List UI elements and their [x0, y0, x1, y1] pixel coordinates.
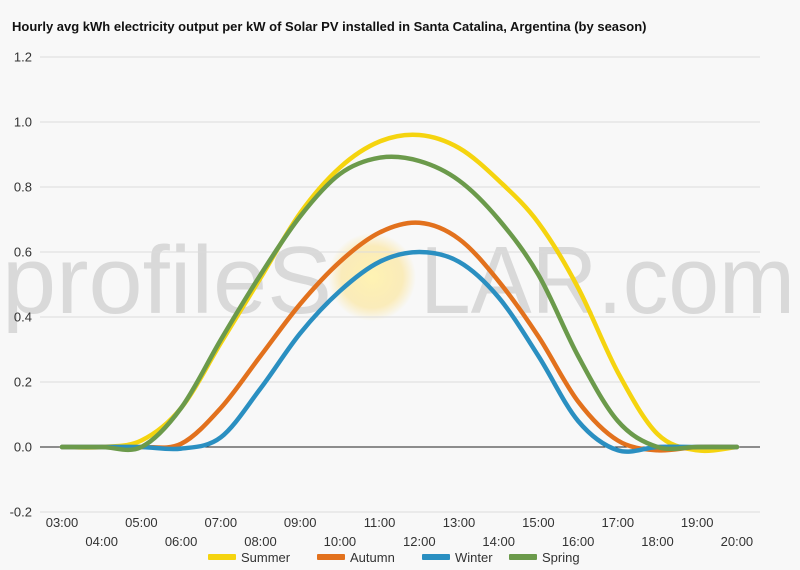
legend-label: Summer [241, 550, 291, 565]
x-tick-label: 12:00 [403, 534, 436, 549]
chart-title: Hourly avg kWh electricity output per kW… [12, 19, 647, 34]
y-tick-label: 0.8 [14, 180, 32, 195]
legend-swatch [208, 554, 236, 560]
legend-label: Winter [455, 550, 493, 565]
series-line-summer [59, 132, 740, 454]
y-tick-label: 0.6 [14, 245, 32, 260]
y-axis: 1.2 1.0 0.8 0.6 0.4 0.2 0.0 -0.2 [10, 50, 32, 520]
y-tick-label: 0.4 [14, 310, 32, 325]
x-tick-label: 18:00 [641, 534, 674, 549]
series-lines [59, 132, 740, 454]
y-tick-label: 0.2 [14, 375, 32, 390]
x-tick-label: 04:00 [85, 534, 118, 549]
legend-swatch [422, 554, 450, 560]
series-line-winter [59, 249, 740, 454]
legend-label: Autumn [350, 550, 395, 565]
x-tick-label: 19:00 [681, 515, 714, 530]
x-tick-label: 07:00 [205, 515, 238, 530]
legend-item-summer[interactable]: Summer [208, 550, 291, 565]
x-tick-label: 15:00 [522, 515, 555, 530]
legend-swatch [509, 554, 537, 560]
x-tick-label: 06:00 [165, 534, 198, 549]
grid [40, 56, 760, 513]
y-tick-label: 1.2 [14, 50, 32, 65]
x-tick-label: 03:00 [46, 515, 79, 530]
legend: Summer Autumn Winter Spring [208, 550, 580, 565]
legend-item-spring[interactable]: Spring [509, 550, 580, 565]
x-tick-label: 16:00 [562, 534, 595, 549]
legend-label: Spring [542, 550, 580, 565]
x-tick-label: 05:00 [125, 515, 158, 530]
y-tick-label: 1.0 [14, 115, 32, 130]
x-axis: 03:00 04:00 05:00 06:00 07:00 08:00 09:00 10:00… [46, 515, 753, 549]
x-tick-label: 17:00 [602, 515, 635, 530]
legend-item-winter[interactable]: Winter [422, 550, 493, 565]
y-tick-label: -0.2 [10, 505, 32, 520]
x-tick-label: 10:00 [324, 534, 357, 549]
legend-item-autumn[interactable]: Autumn [317, 550, 395, 565]
series-line-spring [59, 154, 740, 453]
y-tick-label: 0.0 [14, 440, 32, 455]
x-tick-label: 08:00 [244, 534, 277, 549]
x-tick-label: 11:00 [364, 515, 396, 530]
legend-swatch [317, 554, 345, 560]
x-tick-label: 14:00 [482, 534, 515, 549]
series-line-autumn [59, 220, 740, 453]
x-tick-label: 20:00 [721, 534, 754, 549]
x-tick-label: 13:00 [443, 515, 476, 530]
x-tick-label: 09:00 [284, 515, 317, 530]
